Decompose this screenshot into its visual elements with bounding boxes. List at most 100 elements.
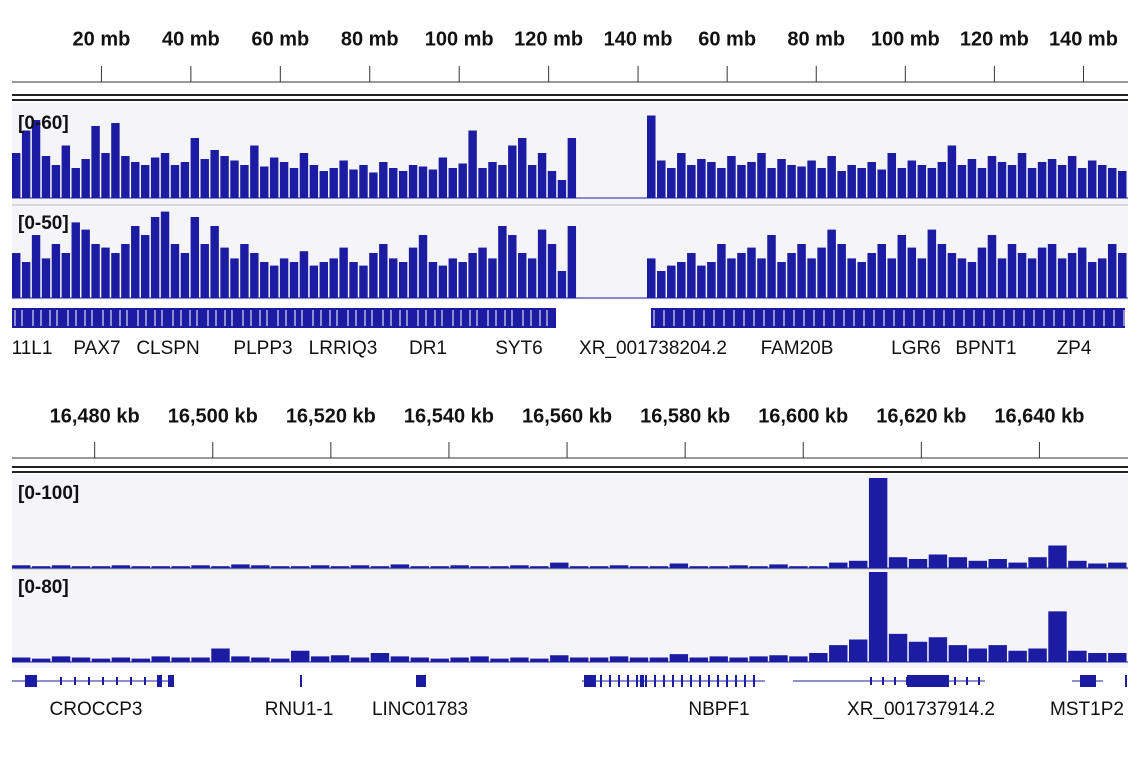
coverage-bar	[240, 165, 249, 198]
coverage-bar	[629, 657, 649, 662]
coverage-bar	[170, 165, 180, 198]
ruler-label: 120 mb	[514, 28, 583, 50]
gene-exon	[618, 675, 620, 687]
gene-exon	[168, 675, 174, 687]
coverage-bar	[12, 565, 31, 568]
coverage-bar	[398, 171, 408, 198]
coverage-bar	[769, 655, 788, 662]
coverage-bar	[1088, 653, 1107, 662]
coverage-bar	[490, 566, 509, 568]
coverage-bar	[1008, 562, 1027, 568]
coverage-bar	[968, 560, 987, 568]
coverage-bar	[309, 165, 319, 198]
coverage-bar	[867, 162, 876, 198]
coverage-bar	[41, 258, 51, 298]
coverage-bar	[827, 229, 836, 298]
coverage-bar	[707, 162, 716, 198]
coverage-bar	[31, 235, 41, 298]
gene-label: MST1P2	[1050, 699, 1124, 720]
coverage-bar	[370, 653, 390, 662]
coverage-bar	[180, 253, 190, 298]
coverage-bar	[1107, 244, 1117, 298]
coverage-bar	[777, 262, 786, 298]
gene-exon	[102, 677, 104, 685]
coverage-bar	[510, 565, 529, 568]
coverage-bar	[557, 180, 567, 198]
coverage-bar	[329, 168, 338, 198]
coverage-bar	[547, 244, 557, 298]
coverage-bar	[787, 165, 796, 198]
coverage-bar	[537, 153, 547, 198]
coverage-bar	[907, 247, 917, 298]
coverage-bar	[809, 566, 828, 568]
coverage-bar	[478, 168, 487, 198]
coverage-bar	[927, 229, 937, 298]
coverage-bar	[430, 566, 449, 568]
coverage-bar	[428, 262, 438, 298]
coverage-bar	[747, 247, 756, 298]
gene-exon	[672, 675, 674, 687]
coverage-bar	[1077, 168, 1087, 198]
coverage-bar	[527, 165, 537, 198]
coverage-bar	[908, 641, 928, 662]
coverage-bar	[847, 165, 856, 198]
coverage-bar	[170, 244, 180, 298]
coverage-bar	[947, 145, 957, 198]
coverage-bar	[450, 657, 469, 662]
coverage-bar	[250, 253, 259, 298]
coverage-bar	[448, 258, 457, 298]
gene-exon	[906, 677, 908, 685]
coverage-bar	[111, 565, 131, 568]
coverage-bar	[1008, 650, 1027, 662]
gene-exon	[130, 677, 132, 685]
coverage-bar	[968, 648, 987, 662]
coverage-bar	[408, 247, 418, 298]
coverage-bar	[1017, 153, 1027, 198]
coverage-bar	[12, 253, 21, 298]
gene-exon	[300, 675, 302, 687]
coverage-bar	[657, 271, 666, 298]
coverage-bar	[389, 168, 398, 198]
coverage-bar	[789, 656, 808, 662]
coverage-bar	[897, 235, 907, 298]
coverage-bar	[21, 262, 31, 298]
coverage-bar	[271, 566, 290, 568]
coverage-bar	[527, 258, 537, 298]
ruler-label: 100 mb	[425, 28, 494, 50]
coverage-bar	[649, 657, 669, 662]
coverage-bar	[430, 658, 449, 662]
gene-exon	[966, 677, 968, 685]
coverage-bar	[289, 168, 299, 198]
coverage-bar	[957, 165, 967, 198]
coverage-bar	[180, 162, 190, 198]
track-range: [0-60]	[18, 113, 69, 134]
coverage-bar	[729, 565, 748, 568]
coverage-bar	[359, 265, 368, 298]
coverage-bar	[410, 566, 429, 568]
coverage-bar	[947, 253, 957, 298]
coverage-bar	[51, 165, 61, 198]
coverage-bar	[1087, 262, 1097, 298]
coverage-bar	[717, 244, 726, 298]
coverage-bar	[41, 156, 51, 198]
gene-label: DR1	[409, 338, 447, 359]
coverage-bar	[1037, 247, 1047, 298]
gene-label: LRRIQ3	[309, 338, 378, 359]
coverage-bar	[1107, 168, 1117, 198]
coverage-bar	[468, 130, 477, 198]
coverage-bar	[271, 658, 290, 662]
coverage-bar	[1057, 165, 1067, 198]
coverage-bar	[121, 156, 130, 198]
coverage-bar	[1077, 247, 1087, 298]
coverage-bar	[1088, 563, 1107, 568]
coverage-bar	[1067, 156, 1077, 198]
gene-label: CLSPN	[136, 338, 199, 359]
coverage-bar	[948, 645, 968, 662]
coverage-bar	[370, 566, 390, 568]
coverage-bar	[887, 153, 897, 198]
coverage-bar	[12, 153, 21, 198]
ruler-label: 120 mb	[960, 28, 1029, 50]
gene-exon	[882, 677, 884, 685]
coverage-bar	[438, 265, 448, 298]
coverage-bar	[717, 168, 726, 198]
